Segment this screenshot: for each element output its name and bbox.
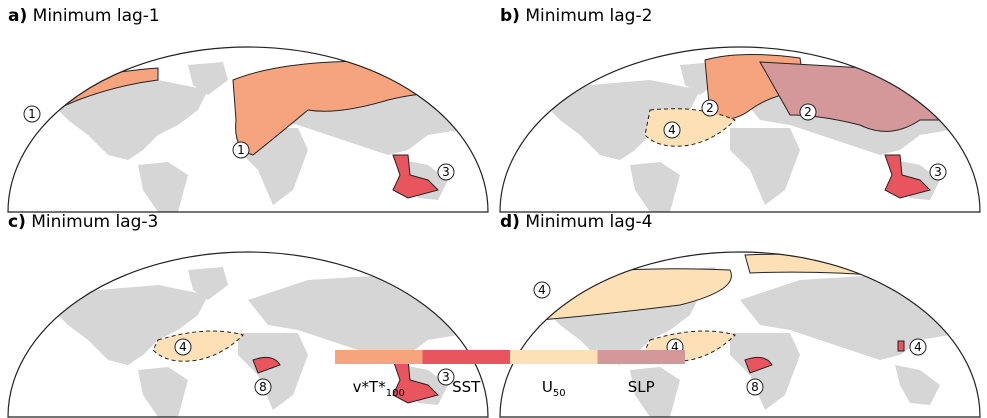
- panel-letter: b): [500, 6, 520, 26]
- panel-letter: a): [8, 6, 27, 26]
- region-label: 3: [442, 165, 450, 179]
- panel-title-text: Minimum lag-1: [33, 6, 160, 26]
- region-marker: [799, 103, 817, 121]
- map-panel: 4 4 8 4: [499, 251, 981, 418]
- region-marker: [909, 338, 927, 356]
- region: [392, 359, 439, 404]
- legend-label-text: v*T*: [353, 378, 387, 396]
- region: [884, 154, 931, 199]
- region-label: 3: [442, 370, 450, 384]
- map-panel: 4 8 3: [7, 251, 489, 418]
- region-label: 3: [934, 165, 942, 179]
- panel-title: d) Minimum lag-4: [500, 212, 652, 232]
- region-label: 8: [259, 380, 267, 394]
- region-label: 2: [706, 101, 714, 115]
- panel-title-text: Minimum lag-3: [31, 212, 158, 232]
- region: [744, 356, 773, 374]
- panel-title: b) Minimum lag-2: [500, 6, 652, 26]
- region-marker: [929, 163, 947, 181]
- panel-letter: c): [8, 212, 26, 232]
- region-label: 8: [751, 380, 759, 394]
- region-label: 4: [671, 340, 679, 354]
- region-marker: [437, 368, 455, 386]
- region-label: 4: [538, 283, 546, 297]
- map-outline: [499, 251, 981, 418]
- map-content: [526, 253, 971, 417]
- region-marker: [437, 163, 455, 181]
- legend-swatch: [422, 350, 510, 364]
- map-outline: [7, 251, 489, 418]
- region-label: 4: [914, 340, 922, 354]
- map-content: [48, 267, 478, 417]
- legend-subscript: 100: [386, 388, 405, 399]
- region: [252, 356, 281, 374]
- region-label: 1: [28, 107, 36, 121]
- region-marker: [232, 141, 250, 159]
- region-marker: [746, 378, 764, 396]
- panel-title: c) Minimum lag-3: [8, 212, 158, 232]
- panel-title-text: Minimum lag-2: [525, 6, 652, 26]
- legend-swatch: [597, 350, 685, 364]
- region: [897, 340, 905, 352]
- region-marker: [254, 378, 272, 396]
- region-label: 4: [668, 123, 676, 137]
- region-label: 2: [804, 105, 812, 119]
- legend-label-text: SST: [452, 378, 481, 396]
- region: [392, 154, 439, 199]
- legend-label: SLP: [628, 378, 655, 396]
- map-outline: [7, 46, 489, 213]
- region-marker: [174, 338, 192, 356]
- legend-subscript: 50: [553, 388, 566, 399]
- legend-label: SST: [452, 378, 481, 396]
- region-marker: [701, 99, 719, 117]
- map-outline: [499, 46, 981, 213]
- legend-swatch: [510, 350, 598, 364]
- legend-label: v*T*100: [353, 378, 405, 399]
- legend-label-text: U: [542, 378, 553, 396]
- region: [152, 330, 244, 362]
- map-content: [540, 53, 970, 212]
- panel-title-text: Minimum lag-4: [525, 212, 652, 232]
- legend-label-text: SLP: [628, 378, 655, 396]
- region-marker: [533, 281, 551, 299]
- legend-swatch: [335, 350, 423, 364]
- panel-title: a) Minimum lag-1: [8, 6, 160, 26]
- region-marker: [663, 121, 681, 139]
- region-label: 4: [179, 340, 187, 354]
- map-panel: 1 1 3: [7, 46, 489, 213]
- region-marker: [23, 105, 41, 123]
- map-content: [32, 60, 484, 212]
- map-panel: 2 2 4 3: [499, 46, 981, 213]
- panel-letter: d): [500, 212, 520, 232]
- region-label: 1: [237, 143, 245, 157]
- legend-label: U50: [542, 378, 566, 399]
